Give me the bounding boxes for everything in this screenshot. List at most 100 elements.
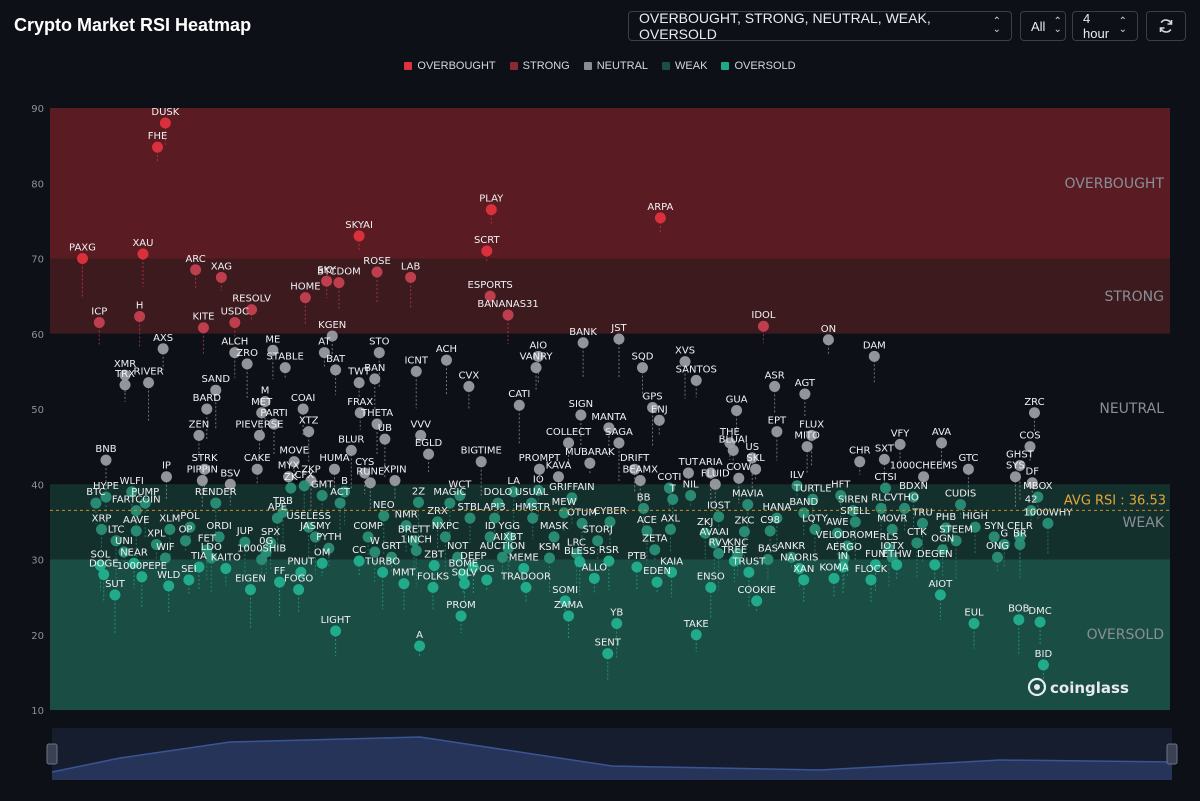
data-point[interactable] [1026,477,1038,489]
data-point[interactable] [362,531,374,543]
data-point[interactable] [746,452,758,464]
data-point[interactable] [574,556,586,568]
data-point[interactable] [205,552,217,564]
data-point[interactable] [713,511,725,523]
data-point[interactable] [96,523,108,535]
data-point[interactable] [454,490,466,502]
data-point[interactable] [548,531,560,543]
data-point[interactable] [452,551,464,563]
data-point[interactable] [682,467,694,479]
data-point[interactable] [530,362,542,374]
data-point[interactable] [828,572,840,584]
data-point[interactable] [502,309,514,321]
data-point[interactable] [152,141,164,153]
data-point[interactable] [807,493,819,505]
data-point[interactable] [750,463,762,475]
data-point[interactable] [638,502,650,514]
data-point[interactable] [883,542,895,554]
data-point[interactable] [575,409,587,421]
data-point[interactable] [440,354,452,366]
data-point[interactable] [799,388,811,400]
data-point[interactable] [936,437,948,449]
data-point[interactable] [962,463,974,475]
data-point[interactable] [128,557,140,569]
data-point[interactable] [196,474,208,486]
data-point[interactable] [464,512,476,524]
data-point[interactable] [159,552,171,564]
data-point[interactable] [143,377,155,389]
data-point[interactable] [666,566,678,578]
data-point[interactable] [199,463,211,475]
legend-item-oversold[interactable]: OVERSOLD [721,60,796,72]
data-point[interactable] [428,560,440,572]
data-point[interactable] [90,497,102,509]
data-point[interactable] [159,117,171,129]
data-point[interactable] [268,418,280,430]
data-point[interactable] [798,574,810,586]
data-point[interactable] [415,429,427,441]
data-point[interactable] [785,551,797,563]
data-point[interactable] [793,563,805,575]
data-point[interactable] [288,456,300,468]
data-point[interactable] [708,537,720,549]
data-point[interactable] [636,362,648,374]
data-point[interactable] [197,322,209,334]
data-point[interactable] [100,491,112,503]
data-point[interactable] [654,212,666,224]
data-point[interactable] [458,578,470,590]
data-point[interactable] [955,499,967,511]
data-point[interactable] [285,482,297,494]
data-point[interactable] [283,471,295,483]
data-point[interactable] [414,640,426,652]
data-point[interactable] [1014,531,1026,543]
data-point[interactable] [210,384,222,396]
data-point[interactable] [251,463,263,475]
data-point[interactable] [835,490,847,502]
data-point[interactable] [1025,505,1037,517]
data-point[interactable] [256,554,268,565]
data-point[interactable] [229,316,241,328]
data-point[interactable] [241,358,253,370]
data-point[interactable] [353,555,365,567]
data-point[interactable] [410,365,422,377]
data-point[interactable] [239,536,251,548]
data-point[interactable] [364,477,376,489]
data-point[interactable] [389,474,401,486]
data-point[interactable] [201,544,213,556]
data-point[interactable] [220,563,232,575]
data-point[interactable] [705,581,717,593]
data-point[interactable] [303,426,315,438]
data-point[interactable] [137,248,149,260]
data-point[interactable] [663,482,675,494]
data-point[interactable] [408,535,420,547]
data-point[interactable] [868,350,880,362]
data-point[interactable] [246,304,258,316]
data-point[interactable] [330,625,342,637]
data-point[interactable] [134,310,146,322]
data-point[interactable] [653,414,665,426]
data-point[interactable] [386,551,398,563]
data-point[interactable] [398,578,410,590]
data-point[interactable] [1013,614,1025,626]
data-point[interactable] [183,574,195,586]
data-point[interactable] [180,535,192,547]
data-point[interactable] [577,337,589,349]
data-point[interactable] [563,610,575,622]
data-point[interactable] [570,547,582,559]
data-point[interactable] [762,554,774,565]
data-point[interactable] [1032,491,1044,503]
data-point[interactable] [412,496,424,508]
data-point[interactable] [757,320,769,332]
data-point[interactable] [894,438,906,450]
data-point[interactable] [771,426,783,438]
data-point[interactable] [244,584,256,596]
data-point[interactable] [634,474,646,486]
data-point[interactable] [992,551,1004,563]
data-point[interactable] [764,525,776,537]
data-point[interactable] [629,463,641,475]
data-point[interactable] [457,569,469,581]
data-point[interactable] [849,516,861,528]
refresh-button[interactable] [1146,11,1186,41]
data-point[interactable] [831,527,843,539]
data-point[interactable] [728,555,740,567]
